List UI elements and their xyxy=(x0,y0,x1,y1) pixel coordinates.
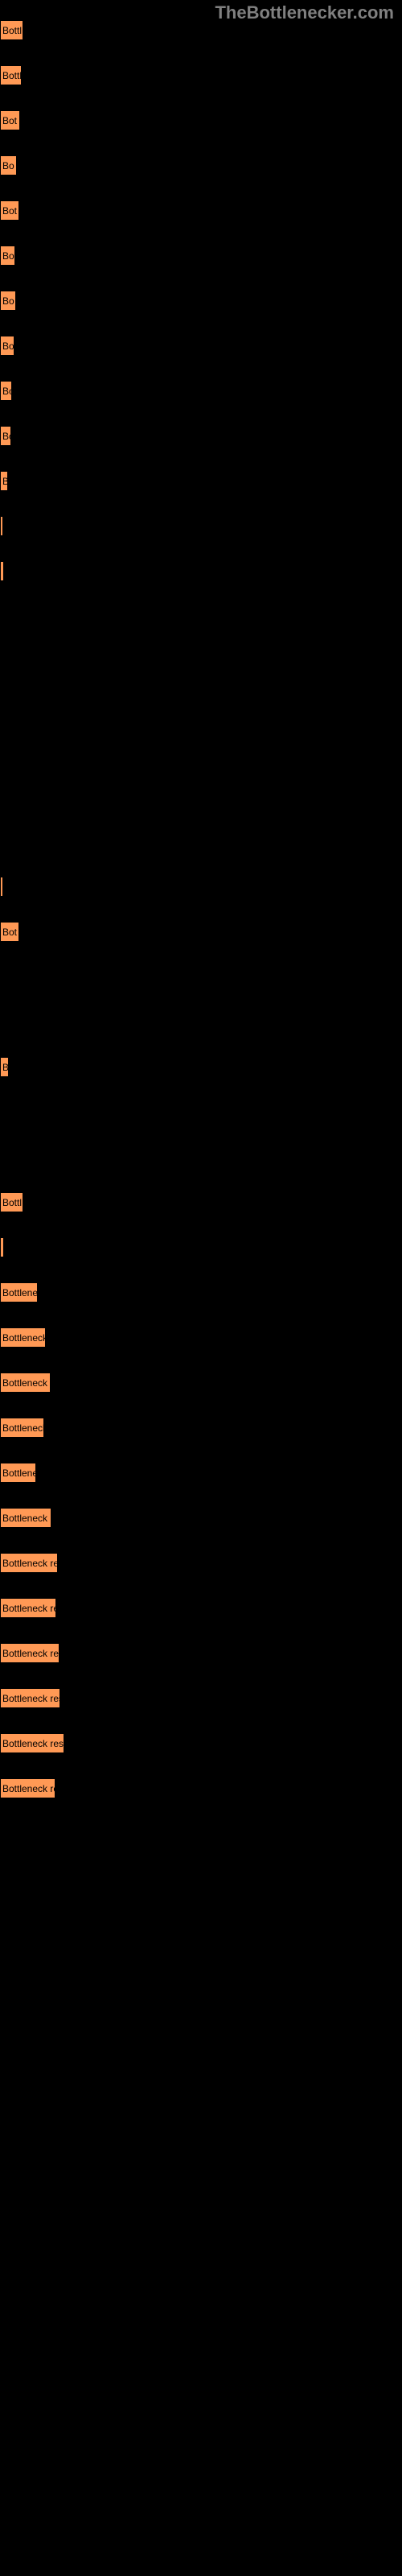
bar: Bottleneck re xyxy=(0,1598,56,1618)
bar: Bottl xyxy=(0,20,23,40)
bar-row: Bottleneck res xyxy=(0,1688,402,1708)
bar xyxy=(0,516,3,536)
bar: Bottlene xyxy=(0,1463,36,1483)
bar: Bottleneck r xyxy=(0,1508,51,1528)
bar: B xyxy=(0,1057,9,1077)
bar: Bo xyxy=(0,246,15,266)
bar: Bottl xyxy=(0,1192,23,1212)
bar: Bottleneck resu xyxy=(0,1733,64,1753)
bar-label: Bottl xyxy=(2,70,22,81)
bar-row: B xyxy=(0,1057,402,1077)
bar: Bottleneck xyxy=(0,1327,46,1348)
bar-label: Bottleneck res xyxy=(2,1558,58,1569)
bar-row: Bo xyxy=(0,381,402,401)
bar-label: Bottleneck res xyxy=(2,1693,60,1704)
bar-row: Bottleneck re xyxy=(0,1598,402,1618)
bar-row: B xyxy=(0,471,402,491)
bar-row: Bottleneck resu xyxy=(0,1733,402,1753)
bar-row xyxy=(0,606,402,626)
bar: Bottleneck res xyxy=(0,1688,60,1708)
bar: Bottleneck r xyxy=(0,1373,51,1393)
bar: Bo xyxy=(0,291,16,311)
bar xyxy=(0,1237,4,1257)
bar-row: Bot xyxy=(0,200,402,221)
bar-row xyxy=(0,877,402,897)
bar-label: Bottlene xyxy=(2,1468,36,1479)
bar-row xyxy=(0,1012,402,1032)
bar-label: Bottleneck xyxy=(2,1422,44,1434)
bar xyxy=(0,561,4,581)
bar-row xyxy=(0,1237,402,1257)
bar-row: Bottleneck res xyxy=(0,1643,402,1663)
bar-label: Bot xyxy=(2,205,17,217)
bar-row: Bottleneck res xyxy=(0,1553,402,1573)
bar xyxy=(0,877,3,897)
bar-label: Bottl xyxy=(2,25,22,36)
bar-label: Bo xyxy=(2,295,14,307)
bar-row xyxy=(0,516,402,536)
bar: Bo xyxy=(0,426,11,446)
bar-label: Bottleneck re xyxy=(2,1783,55,1794)
bar-row: Bottleneck xyxy=(0,1327,402,1348)
bar-label: Bottleneck r xyxy=(2,1513,51,1524)
bar-label: Bottleneck xyxy=(2,1332,46,1344)
bar-row: Bo xyxy=(0,291,402,311)
bar-label: Bottleneck r xyxy=(2,1377,51,1389)
bar-row: Bottl xyxy=(0,1192,402,1212)
bar-label: Bot xyxy=(2,115,17,126)
bar-row xyxy=(0,1102,402,1122)
bar-row xyxy=(0,786,402,807)
bar: Bottlene xyxy=(0,1282,38,1302)
bar-label: B xyxy=(2,1062,9,1073)
bar-row: Bo xyxy=(0,246,402,266)
bar-row: Bot xyxy=(0,922,402,942)
bar-label: Bo xyxy=(2,250,14,262)
bar-row: Bottlene xyxy=(0,1463,402,1483)
bar-label: Bottl xyxy=(2,1197,22,1208)
bar-label: Bottleneck resu xyxy=(2,1738,64,1749)
bar-label: Bottleneck res xyxy=(2,1648,59,1659)
bar-label: Bo xyxy=(2,341,14,352)
bar-row: Bo xyxy=(0,336,402,356)
bar: Bot xyxy=(0,110,20,130)
bar: Bottl xyxy=(0,65,22,85)
bar-row: Bo xyxy=(0,426,402,446)
bar: Bottleneck xyxy=(0,1418,44,1438)
bar-row: Bottl xyxy=(0,20,402,40)
bar: Bo xyxy=(0,155,17,175)
bar-row xyxy=(0,1147,402,1167)
bar-label: Bo xyxy=(2,386,12,397)
bar: Bottleneck re xyxy=(0,1778,55,1798)
bar: Bo xyxy=(0,336,14,356)
bar-row xyxy=(0,651,402,671)
bar-row: Bottleneck r xyxy=(0,1373,402,1393)
bar: B xyxy=(0,471,8,491)
bar-label: Bottlene xyxy=(2,1287,38,1298)
bar-label: Bottleneck re xyxy=(2,1603,56,1614)
bar: Bot xyxy=(0,922,19,942)
bar: Bottleneck res xyxy=(0,1553,58,1573)
bar-row xyxy=(0,696,402,716)
bar-label: Bo xyxy=(2,431,11,442)
bar-row: Bottleneck xyxy=(0,1418,402,1438)
bar-label: B xyxy=(2,476,8,487)
bar-row xyxy=(0,967,402,987)
bar-row: Bottl xyxy=(0,65,402,85)
bar-label: Bo xyxy=(2,160,14,171)
bar-row xyxy=(0,741,402,762)
bar-row: Bottleneck r xyxy=(0,1508,402,1528)
bar-row: Bottlene xyxy=(0,1282,402,1302)
bar-chart: Bottl Bottl Bot Bo Bot Bo Bo Bo Bo Bo B Bot B Bottl Bo… xyxy=(0,20,402,1823)
bar-row: Bot xyxy=(0,110,402,130)
bar-row: Bo xyxy=(0,155,402,175)
bar-row xyxy=(0,561,402,581)
bar-label: Bot xyxy=(2,927,17,938)
bar: Bot xyxy=(0,200,19,221)
bar-row xyxy=(0,832,402,852)
bar: Bottleneck res xyxy=(0,1643,59,1663)
bar-row: Bottleneck re xyxy=(0,1778,402,1798)
bar: Bo xyxy=(0,381,12,401)
